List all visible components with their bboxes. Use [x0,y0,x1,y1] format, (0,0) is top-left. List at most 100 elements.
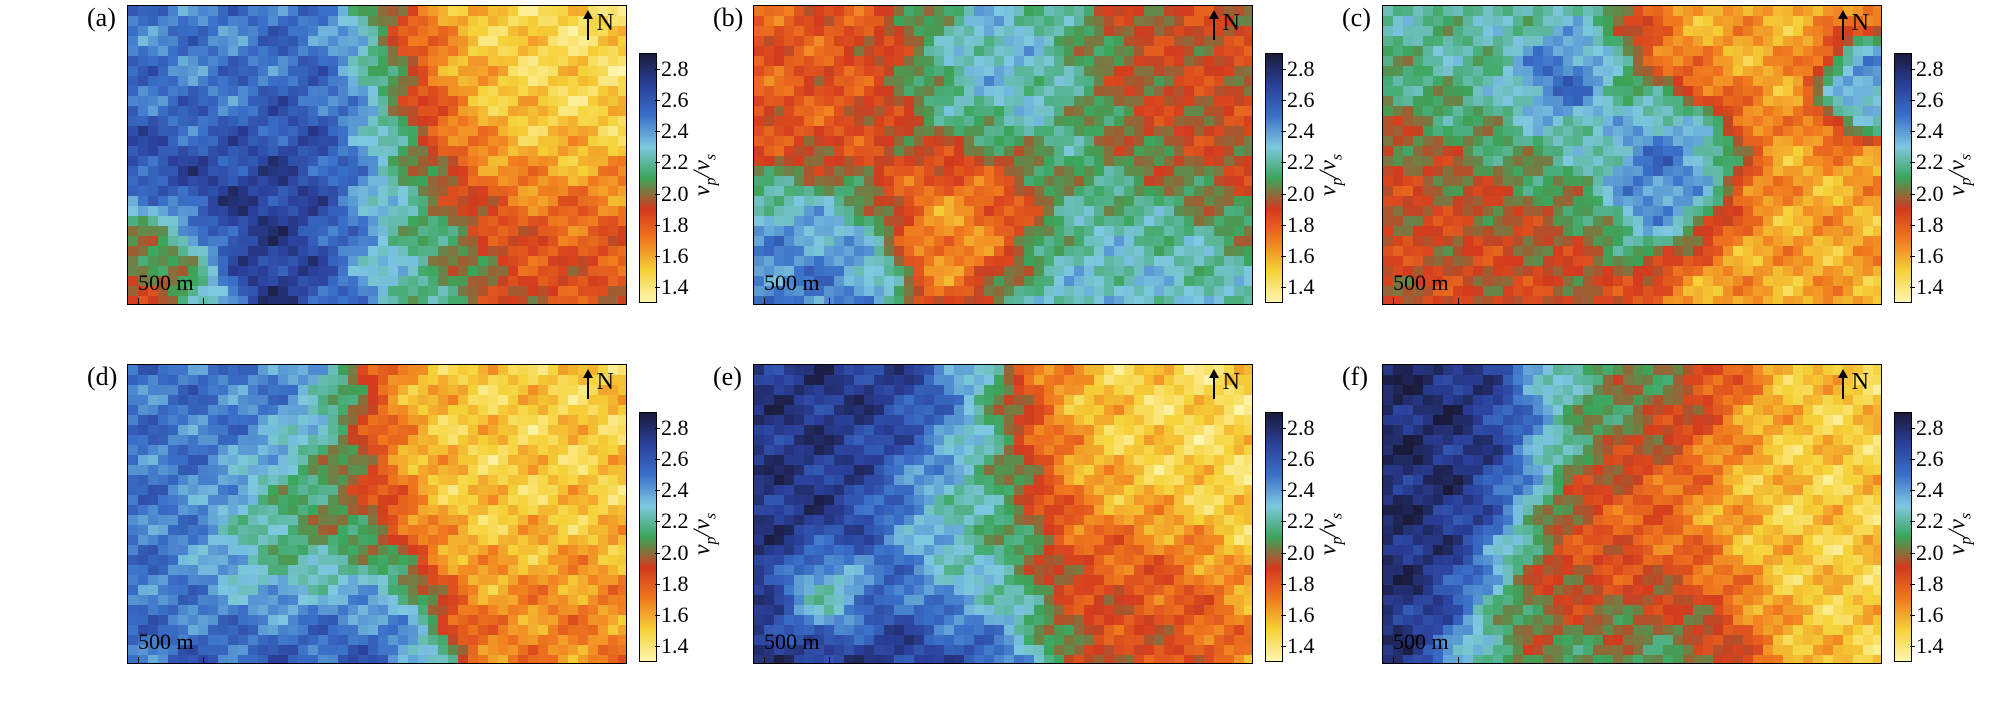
map-image [128,365,626,663]
panel-d: (d) N 500 m 2.8 2.6 2.4 2.2 2.0 1.8 1.6 1.4 vp/vs [87,362,767,694]
colorbar-tick-label: 2.4 [655,477,689,503]
map-image [754,365,1252,663]
panel-a: (a) N 500 m 2.8 2.6 2.4 2.2 2.0 1.8 1.6 1.4 vp/vs [87,3,767,335]
scale-bar: 500 m [1393,270,1459,304]
colorbar-tick-label: 1.4 [1281,633,1315,659]
colorbar-tick-label: 2.8 [1281,55,1315,81]
colorbar-tick-label: 2.0 [655,180,689,206]
colorbar-tick-label: 2.8 [655,414,689,440]
north-arrow-icon [582,10,593,40]
panel-label: (b) [713,3,744,32]
panel-label: (e) [713,362,742,391]
map-image [1383,365,1881,663]
scale-bar-line [1393,298,1459,304]
north-arrow: N [579,10,614,40]
scale-label: 500 m [138,629,194,654]
scale-label: 500 m [1393,629,1449,654]
panel-label: (a) [87,3,116,32]
colorbar-tick-label: 1.8 [1281,570,1315,596]
colorbar-tick-label: 1.8 [655,211,689,237]
vpvs-map: N 500 m [1382,5,1882,305]
colorbar [1894,412,1912,662]
colorbar-tick-label: 2.2 [655,149,689,175]
colorbar-tick-label: 1.4 [1281,274,1315,300]
scale-bar-line [138,657,204,663]
scale-bar: 500 m [764,270,830,304]
map-image [754,6,1252,304]
colorbar-ticks: 2.8 2.6 2.4 2.2 2.0 1.8 1.6 1.4 [1281,53,1347,303]
panel-e: (e) N 500 m 2.8 2.6 2.4 2.2 2.0 1.8 1.6 1.4 vp/vs [713,362,1393,694]
colorbar-tick-label: 1.6 [1910,243,1944,269]
panel-c: (c) N 500 m 2.8 2.6 2.4 2.2 2.0 1.8 1.6 1.4 vp/vs [1342,3,2008,335]
north-arrow-icon [1837,369,1848,399]
panel-f: (f) N 500 m 2.8 2.6 2.4 2.2 2.0 1.8 1.6 1.4 vp/vs [1342,362,2008,694]
colorbar [639,53,657,303]
colorbar-tick-label: 2.6 [1281,86,1315,112]
colorbar-tick-label: 2.6 [1281,445,1315,471]
vpvs-map: N 500 m [127,5,627,305]
colorbar-ticks: 2.8 2.6 2.4 2.2 2.0 1.8 1.6 1.4 [655,53,721,303]
scale-bar: 500 m [138,270,204,304]
north-arrow-icon [1208,10,1219,40]
colorbar-tick-label: 1.4 [1910,633,1944,659]
scale-bar-line [1393,657,1459,663]
colorbar-tick-label: 2.2 [1910,149,1944,175]
north-arrow-icon [1837,10,1848,40]
colorbar-tick-label: 1.6 [1910,602,1944,628]
colorbar-ticks: 2.8 2.6 2.4 2.2 2.0 1.8 1.6 1.4 [1281,412,1347,662]
vpvs-map: N 500 m [753,5,1253,305]
north-label: N [1222,10,1240,36]
scale-bar: 500 m [764,629,830,663]
colorbar-ticks: 2.8 2.6 2.4 2.2 2.0 1.8 1.6 1.4 [655,412,721,662]
colorbar-ticks: 2.8 2.6 2.4 2.2 2.0 1.8 1.6 1.4 [1910,53,1976,303]
colorbar-tick-label: 2.4 [1281,118,1315,144]
colorbar-tick-label: 2.8 [1910,414,1944,440]
colorbar-tick-label: 2.2 [1910,508,1944,534]
colorbar-tick-label: 2.8 [655,55,689,81]
colorbar-tick-label: 1.6 [655,602,689,628]
colorbar [1894,53,1912,303]
map-image [128,6,626,304]
colorbar-tick-label: 2.2 [655,508,689,534]
colorbar-tick-label: 2.0 [1910,539,1944,565]
colorbar-tick-label: 2.6 [655,86,689,112]
colorbar-tick-label: 2.8 [1281,414,1315,440]
colorbar-label: vp/vs [1944,512,1975,556]
north-arrow: N [579,369,614,399]
north-arrow-icon [1208,369,1219,399]
vpvs-map: N 500 m [127,364,627,664]
scale-bar-line [138,298,204,304]
north-label: N [1851,10,1869,36]
colorbar-tick-label: 2.2 [1281,149,1315,175]
colorbar-tick-label: 2.6 [1910,86,1944,112]
scale-bar: 500 m [138,629,204,663]
colorbar-tick-label: 2.0 [655,539,689,565]
scale-label: 500 m [1393,270,1449,295]
colorbar-tick-label: 1.4 [655,274,689,300]
colorbar-label: vp/vs [1315,512,1346,556]
colorbar-tick-label: 1.8 [655,570,689,596]
colorbar-tick-label: 1.4 [655,633,689,659]
colorbar-tick-label: 2.2 [1281,508,1315,534]
colorbar-tick-label: 2.0 [1281,180,1315,206]
colorbar [639,412,657,662]
north-label: N [1222,369,1240,395]
colorbar-tick-label: 1.8 [1910,570,1944,596]
colorbar-tick-label: 1.8 [1281,211,1315,237]
colorbar-tick-label: 2.0 [1910,180,1944,206]
map-image [1383,6,1881,304]
scale-bar-line [764,298,830,304]
north-arrow: N [1834,10,1869,40]
colorbar-label: vp/vs [1944,153,1975,197]
north-arrow: N [1834,369,1869,399]
colorbar-label: vp/vs [689,512,720,556]
colorbar-tick-label: 2.4 [1910,477,1944,503]
scale-bar-line [764,657,830,663]
colorbar-tick-label: 1.6 [1281,243,1315,269]
colorbar-tick-label: 2.4 [655,118,689,144]
colorbar [1265,412,1283,662]
scale-label: 500 m [138,270,194,295]
north-arrow: N [1205,369,1240,399]
colorbar-tick-label: 2.6 [655,445,689,471]
colorbar-tick-label: 2.4 [1281,477,1315,503]
